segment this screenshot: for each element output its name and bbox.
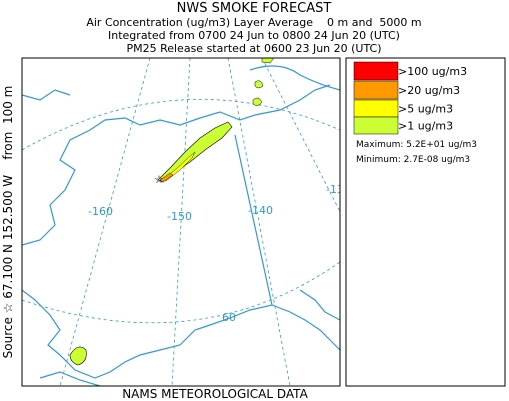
plume-1 [261, 58, 275, 64]
parallel [22, 261, 340, 324]
meridian [227, 58, 291, 386]
legend-swatch [353, 61, 399, 81]
meridian [59, 58, 151, 386]
legend-label: >5 ug/m3 [398, 103, 453, 116]
legend-label: >100 ug/m3 [398, 65, 467, 78]
graticule-label: 60 [222, 311, 236, 324]
plume-1 [254, 80, 264, 89]
meridian [171, 58, 191, 386]
map-frame [21, 57, 341, 387]
map: ☆ -160 -150 -140 -130 60 [21, 57, 351, 387]
legend-maximum: Maximum: 5.2E+01 ug/m3 [356, 140, 477, 150]
legend-swatch [353, 99, 399, 118]
source-marker: ☆ [154, 173, 164, 186]
legend-swatch [353, 116, 399, 135]
coastline [39, 371, 101, 386]
meridian [261, 58, 340, 213]
subtitle-line: Air Concentration (ug/m3) Layer Average … [86, 16, 421, 29]
legend-frame [345, 57, 506, 387]
graticule-label: -150 [167, 210, 192, 223]
coastline [22, 89, 71, 101]
coastline [22, 84, 331, 246]
plume-20 [159, 172, 174, 183]
plume-1 [69, 346, 87, 366]
footer: NAMS METEOROLOGICAL DATA [122, 387, 308, 401]
legend-label: >1 ug/m3 [398, 120, 453, 133]
graticule-label: -140 [248, 204, 273, 217]
coastline [22, 289, 340, 379]
source-label: Source ☆ 67.100 N 152.500 W from 100 m [1, 86, 15, 359]
legend: Maximum: 5.2E+01 ug/m3 Minimum: 2.7E-08 … [345, 57, 506, 387]
legend-minimum: Minimum: 2.7E-08 ug/m3 [356, 155, 470, 165]
subtitle-line: Integrated from 0700 24 Jun to 0800 24 J… [108, 29, 400, 42]
legend-swatch [353, 80, 399, 100]
subtitle-line: PM25 Release started at 0600 23 Jun 20 (… [126, 42, 381, 55]
coastline [249, 65, 340, 91]
legend-label: >20 ug/m3 [398, 84, 460, 97]
graticule-label: -160 [88, 205, 113, 218]
plume-1 [252, 97, 263, 106]
border [234, 134, 273, 306]
coastline [299, 289, 340, 321]
graticule-label: -130 [326, 183, 351, 196]
title: NWS SMOKE FORECAST [177, 1, 332, 16]
